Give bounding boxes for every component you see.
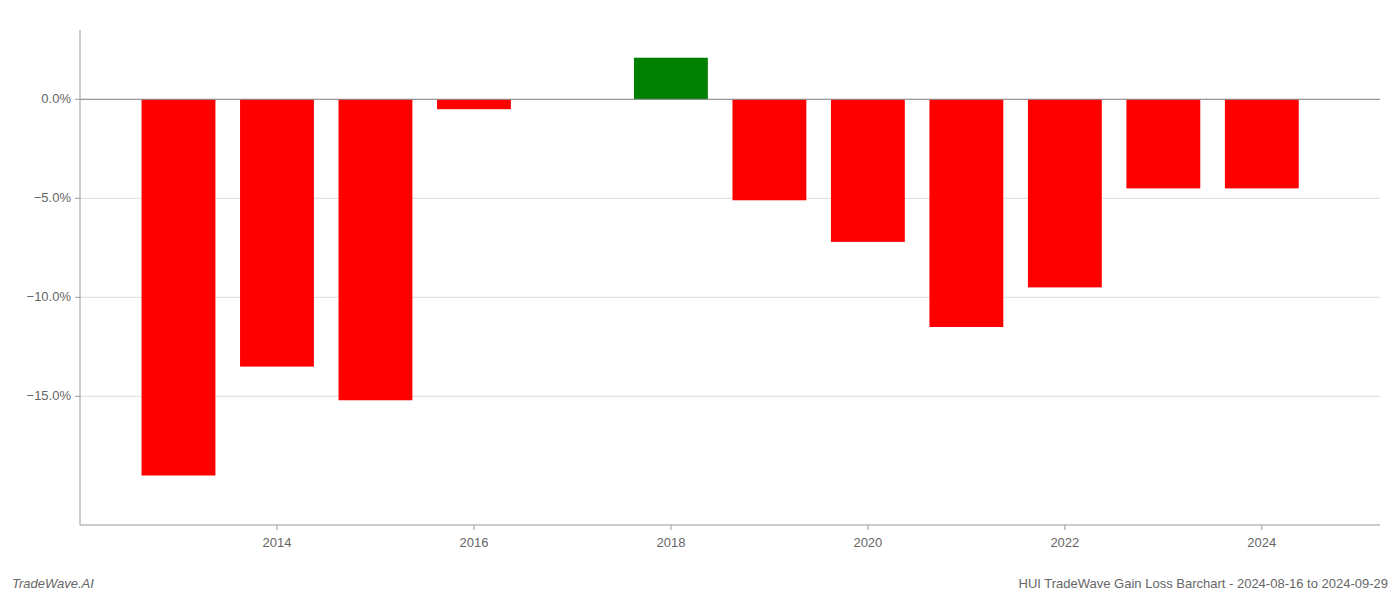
x-tick-label: 2024 <box>1247 535 1276 550</box>
bars <box>142 58 1299 476</box>
x-tick <box>1261 525 1262 530</box>
x-tick <box>867 525 868 530</box>
x-tick-label: 2020 <box>853 535 882 550</box>
y-tick <box>75 99 80 100</box>
x-tick <box>1064 525 1065 530</box>
y-tick-label: −5.0% <box>34 190 72 205</box>
grid-line <box>80 396 1380 397</box>
grid-line <box>80 99 1380 100</box>
y-tick <box>75 297 80 298</box>
bar <box>1225 99 1299 188</box>
y-axis-line <box>80 30 81 525</box>
watermark: TradeWave.AI <box>12 576 94 591</box>
zero-line <box>80 99 1380 100</box>
title: HUI TradeWave Gain Loss Barchart - 2024-… <box>1019 576 1389 591</box>
y-tick-label: 0.0% <box>41 91 71 106</box>
x-tick <box>670 525 671 530</box>
y-tick-label: −10.0% <box>27 289 72 304</box>
x-tick <box>276 525 277 530</box>
bar <box>437 99 511 109</box>
bar <box>240 99 314 366</box>
x-tick-label: 2022 <box>1050 535 1079 550</box>
x-axis-line <box>80 525 1380 526</box>
grid <box>75 99 1380 396</box>
chart: 0.0% −5.0% −10.0% −15.0% 2014 2016 2018 2020 202… <box>0 0 1400 600</box>
y-tick <box>75 198 80 199</box>
x-tick-label: 2014 <box>263 535 292 550</box>
x-tick-label: 2016 <box>459 535 488 550</box>
x-tick-label: 2018 <box>656 535 685 550</box>
y-tick <box>75 396 80 397</box>
page: {"chart_data": {"type": "bar", "title": … <box>0 0 1400 600</box>
bar <box>339 99 413 400</box>
y-tick-label: −15.0% <box>27 388 72 403</box>
bar <box>1126 99 1200 188</box>
bar <box>1028 99 1102 287</box>
bar <box>831 99 905 242</box>
bar <box>732 99 806 200</box>
bar <box>142 99 216 475</box>
bar <box>634 58 708 100</box>
bar <box>929 99 1003 327</box>
x-tick <box>473 525 474 530</box>
